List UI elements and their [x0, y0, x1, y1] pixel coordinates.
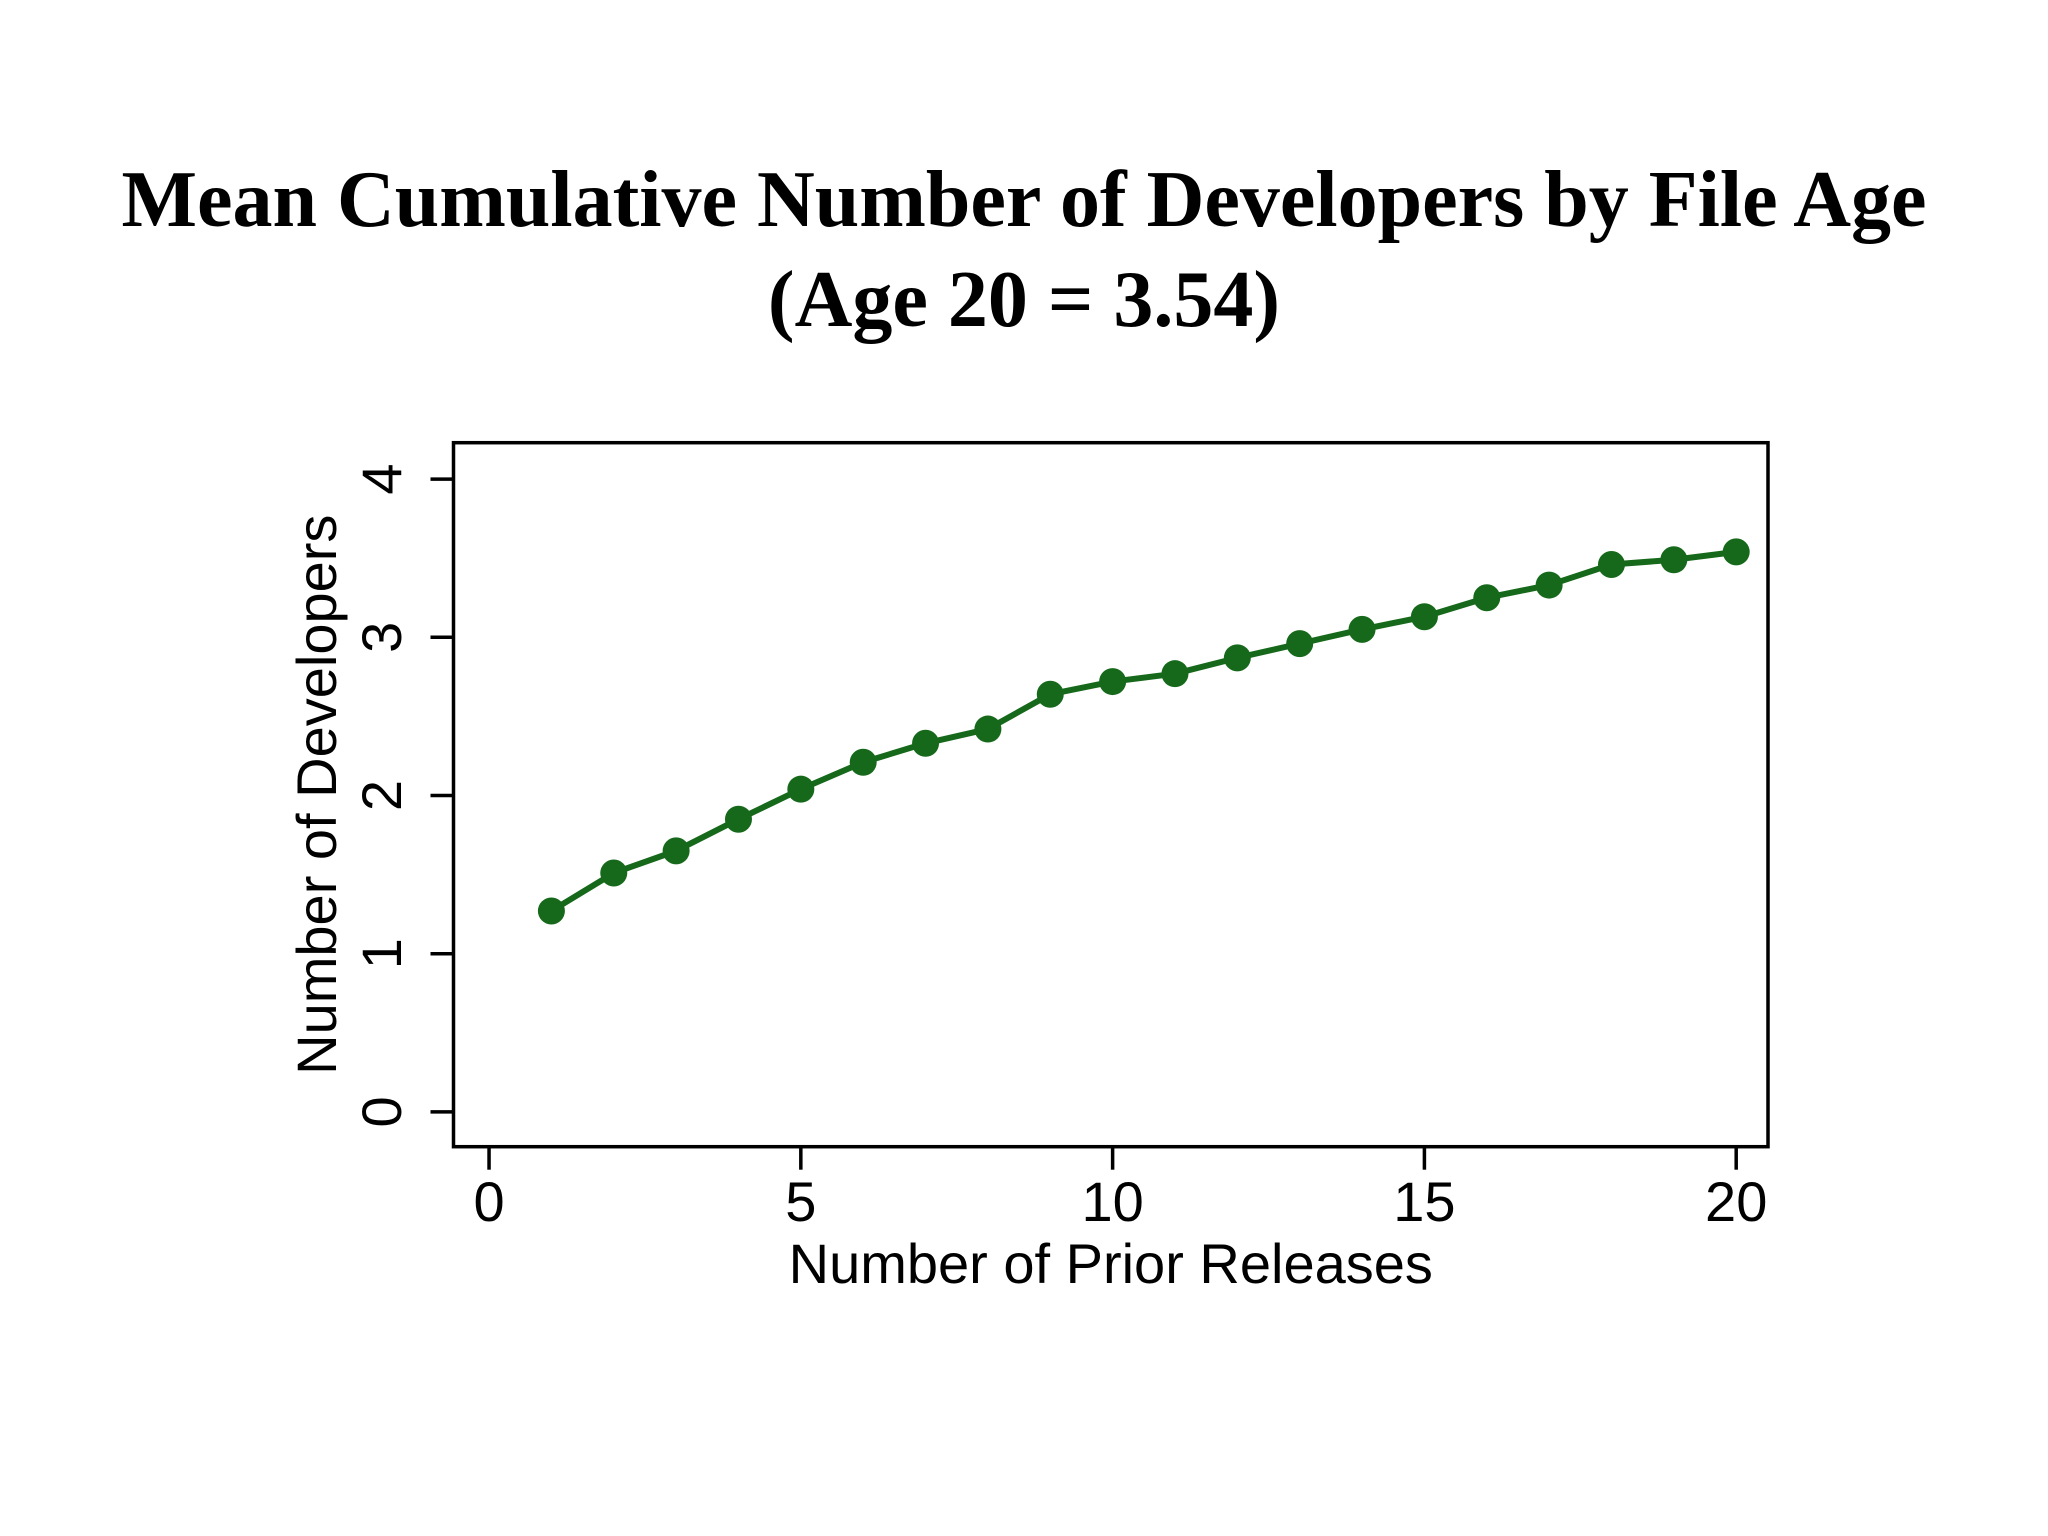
- data-point: [724, 805, 752, 833]
- y-tick-label: 3: [350, 622, 413, 653]
- data-point: [1348, 615, 1376, 643]
- plot-box: [451, 440, 1770, 1149]
- y-axis-label: Number of Developers: [285, 515, 348, 1075]
- data-point: [1410, 603, 1438, 631]
- y-tick-label: 1: [350, 938, 413, 969]
- data-point: [1535, 571, 1563, 599]
- data-point: [1473, 584, 1501, 612]
- data-point: [537, 897, 565, 925]
- data-point: [662, 837, 690, 865]
- data-point: [1099, 668, 1127, 696]
- data-point: [912, 729, 940, 757]
- data-point: [1597, 551, 1625, 579]
- y-tick-label: 0: [350, 1096, 413, 1127]
- data-point: [600, 859, 628, 887]
- data-point: [849, 748, 877, 776]
- x-tick-label: 0: [473, 1170, 504, 1233]
- x-tick-label: 5: [785, 1170, 816, 1233]
- data-point: [974, 715, 1002, 743]
- y-tick-label: 4: [350, 464, 413, 495]
- data-point: [1660, 546, 1688, 574]
- chart-title-line2: (Age 20 = 3.54): [767, 256, 1281, 344]
- data-point: [787, 775, 815, 803]
- data-point: [1161, 660, 1189, 688]
- data-line: [548, 548, 1740, 914]
- data-point: [1722, 538, 1750, 566]
- y-tick-label: 2: [350, 780, 413, 811]
- x-tick-label: 10: [1081, 1170, 1143, 1233]
- data-point: [1036, 680, 1064, 708]
- x-tick-label: 20: [1705, 1170, 1767, 1233]
- data-point: [1223, 644, 1251, 672]
- data-point: [1286, 630, 1314, 658]
- x-tick-label: 15: [1393, 1170, 1455, 1233]
- chart-title-line1: Mean Cumulative Number of Developers by …: [121, 156, 1927, 244]
- chart-title: Mean Cumulative Number of Developers by …: [0, 150, 2048, 350]
- x-axis-label: Number of Prior Releases: [789, 1232, 1433, 1295]
